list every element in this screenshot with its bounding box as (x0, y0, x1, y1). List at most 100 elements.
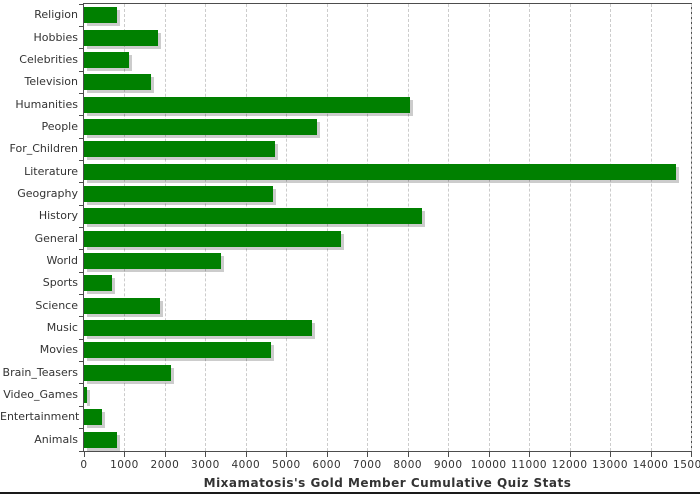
x-tick-15000 (691, 452, 692, 457)
y-tick (79, 25, 83, 27)
bar-entertainment (84, 409, 102, 426)
gridline-9000 (448, 4, 450, 451)
category-label-movies: Movies (39, 343, 78, 357)
y-tick (79, 159, 83, 161)
bar-for_children (84, 141, 275, 158)
category-label-television: Television (24, 75, 79, 89)
bar-science (84, 297, 160, 314)
bar-geography (84, 185, 273, 202)
category-label-video_games: Video_Games (3, 388, 78, 402)
category-label-for_children: For_Children (9, 142, 78, 156)
category-label-music: Music (46, 321, 78, 335)
x-tick-14000 (650, 452, 652, 457)
x-tick-label-8000: 8000 (393, 459, 423, 471)
x-tick-label-3000: 3000 (191, 459, 220, 471)
gridline-2000 (164, 4, 166, 451)
bar-people (84, 118, 317, 135)
y-tick (79, 361, 83, 363)
chart-title: Mixamatosis's Gold Member Cumulative Qui… (203, 476, 572, 490)
x-tick-label-0: 0 (80, 459, 88, 471)
x-tick-label-15000: 15000 (673, 459, 700, 471)
y-tick (79, 3, 83, 5)
category-label-world: World (46, 254, 78, 268)
y-tick (79, 294, 83, 296)
category-label-sports: Sports (42, 276, 78, 290)
x-tick-4000 (245, 452, 247, 457)
gridline-6000 (326, 4, 328, 451)
y-tick (79, 204, 83, 206)
y-tick (79, 316, 83, 318)
x-tick-6000 (326, 452, 328, 457)
category-label-brain_teasers: Brain_Teasers (2, 365, 78, 379)
gridline-11000 (529, 4, 531, 451)
x-tick-11000 (529, 452, 531, 457)
bar-religion (84, 7, 118, 24)
x-tick-label-4000: 4000 (231, 459, 261, 471)
x-tick-12000 (569, 452, 571, 457)
gridline-15000 (691, 4, 692, 451)
category-label-hobbies: Hobbies (33, 30, 78, 44)
x-tick-label-7000: 7000 (352, 459, 382, 471)
x-tick-7000 (367, 452, 369, 457)
x-tick-label-11000: 11000 (511, 459, 548, 471)
y-tick (79, 338, 83, 340)
x-tick-3000 (205, 452, 207, 457)
x-tick-label-14000: 14000 (632, 459, 669, 471)
x-tick-0 (84, 452, 85, 457)
x-tick-2000 (164, 452, 166, 457)
category-label-religion: Religion (34, 8, 78, 22)
gridline-10000 (488, 4, 490, 451)
category-label-literature: Literature (24, 164, 78, 178)
x-tick-label-12000: 12000 (551, 459, 588, 471)
bar-music (84, 320, 312, 337)
bar-humanities (84, 96, 410, 113)
y-tick (79, 405, 83, 407)
category-label-celebrities: Celebrities (19, 52, 78, 66)
y-tick (79, 227, 83, 228)
y-tick (79, 70, 83, 72)
gridline-3000 (205, 4, 207, 451)
bar-literature (84, 163, 677, 180)
bar-celebrities (84, 51, 130, 68)
category-label-science: Science (35, 298, 78, 312)
y-tick (79, 115, 83, 117)
x-tick-label-1000: 1000 (110, 459, 139, 471)
category-label-geography: Geography (17, 186, 78, 200)
plot-area (83, 3, 692, 452)
bar-sports (84, 275, 112, 292)
category-label-people: People (41, 119, 78, 133)
bottom-border-line (0, 492, 700, 494)
x-tick-label-2000: 2000 (150, 459, 180, 471)
gridline-12000 (569, 4, 571, 451)
gridline-7000 (367, 4, 369, 451)
x-tick-label-5000: 5000 (271, 459, 301, 471)
x-tick-1000 (124, 452, 126, 457)
y-tick (79, 271, 83, 273)
gridline-1000 (124, 4, 126, 451)
x-tick-8000 (407, 452, 409, 457)
y-tick (79, 383, 83, 385)
x-tick-13000 (610, 452, 612, 457)
bar-brain_teasers (84, 364, 171, 381)
y-tick (79, 92, 83, 94)
y-tick (79, 450, 83, 452)
bar-movies (84, 342, 271, 359)
category-label-humanities: Humanities (15, 97, 78, 111)
x-tick-label-6000: 6000 (312, 459, 342, 471)
bar-world (84, 253, 221, 270)
x-tick-label-9000: 9000 (433, 459, 463, 471)
y-tick (79, 428, 83, 430)
y-tick (79, 48, 83, 50)
bar-history (84, 208, 422, 225)
y-tick (79, 137, 83, 139)
category-label-animals: Animals (34, 432, 78, 446)
y-tick (79, 182, 83, 184)
gridline-14000 (650, 4, 652, 451)
bar-animals (84, 431, 118, 448)
x-tick-9000 (448, 452, 450, 457)
category-label-history: History (38, 209, 78, 223)
x-tick-10000 (488, 452, 490, 457)
category-label-entertainment: Entertainment (0, 410, 80, 424)
x-tick-label-10000: 10000 (470, 459, 507, 471)
